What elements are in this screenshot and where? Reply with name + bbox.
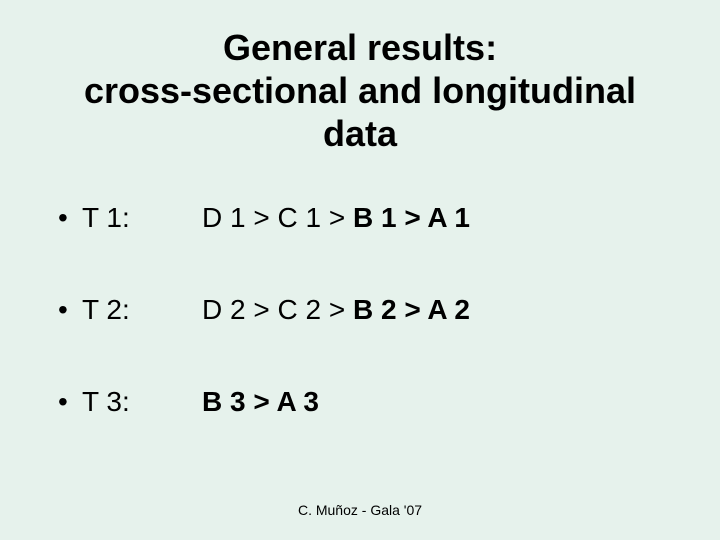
value-span: D 1 > C 1 > bbox=[202, 202, 353, 233]
bullet-value: D 1 > C 1 > B 1 > A 1 bbox=[202, 202, 670, 234]
bullet-dot: • bbox=[58, 294, 82, 326]
bullet-label: T 3: bbox=[82, 386, 202, 418]
bullet-value: B 3 > A 3 bbox=[202, 386, 670, 418]
title-line-1: General results: bbox=[50, 26, 670, 69]
bullet-label: T 1: bbox=[82, 202, 202, 234]
bullet-value: D 2 > C 2 > B 2 > A 2 bbox=[202, 294, 670, 326]
bullet-dot: • bbox=[58, 386, 82, 418]
slide-title: General results: cross-sectional and lon… bbox=[50, 26, 670, 156]
value-span: D 2 > C 2 > bbox=[202, 294, 353, 325]
title-line-2: cross-sectional and longitudinal bbox=[50, 69, 670, 112]
value-bold-span: B 3 > A 3 bbox=[202, 386, 319, 417]
title-line-3: data bbox=[50, 112, 670, 155]
bullet-label: T 2: bbox=[82, 294, 202, 326]
bullet-row: • T 2: D 2 > C 2 > B 2 > A 2 bbox=[58, 294, 670, 326]
bullet-list: • T 1: D 1 > C 1 > B 1 > A 1 • T 2: D 2 … bbox=[50, 202, 670, 418]
value-bold-span: B 2 > A 2 bbox=[353, 294, 470, 325]
footer-credit: C. Muñoz - Gala '07 bbox=[0, 502, 720, 518]
slide: General results: cross-sectional and lon… bbox=[0, 0, 720, 540]
bullet-row: • T 3: B 3 > A 3 bbox=[58, 386, 670, 418]
bullet-row: • T 1: D 1 > C 1 > B 1 > A 1 bbox=[58, 202, 670, 234]
bullet-dot: • bbox=[58, 202, 82, 234]
value-bold-span: B 1 > A 1 bbox=[353, 202, 470, 233]
